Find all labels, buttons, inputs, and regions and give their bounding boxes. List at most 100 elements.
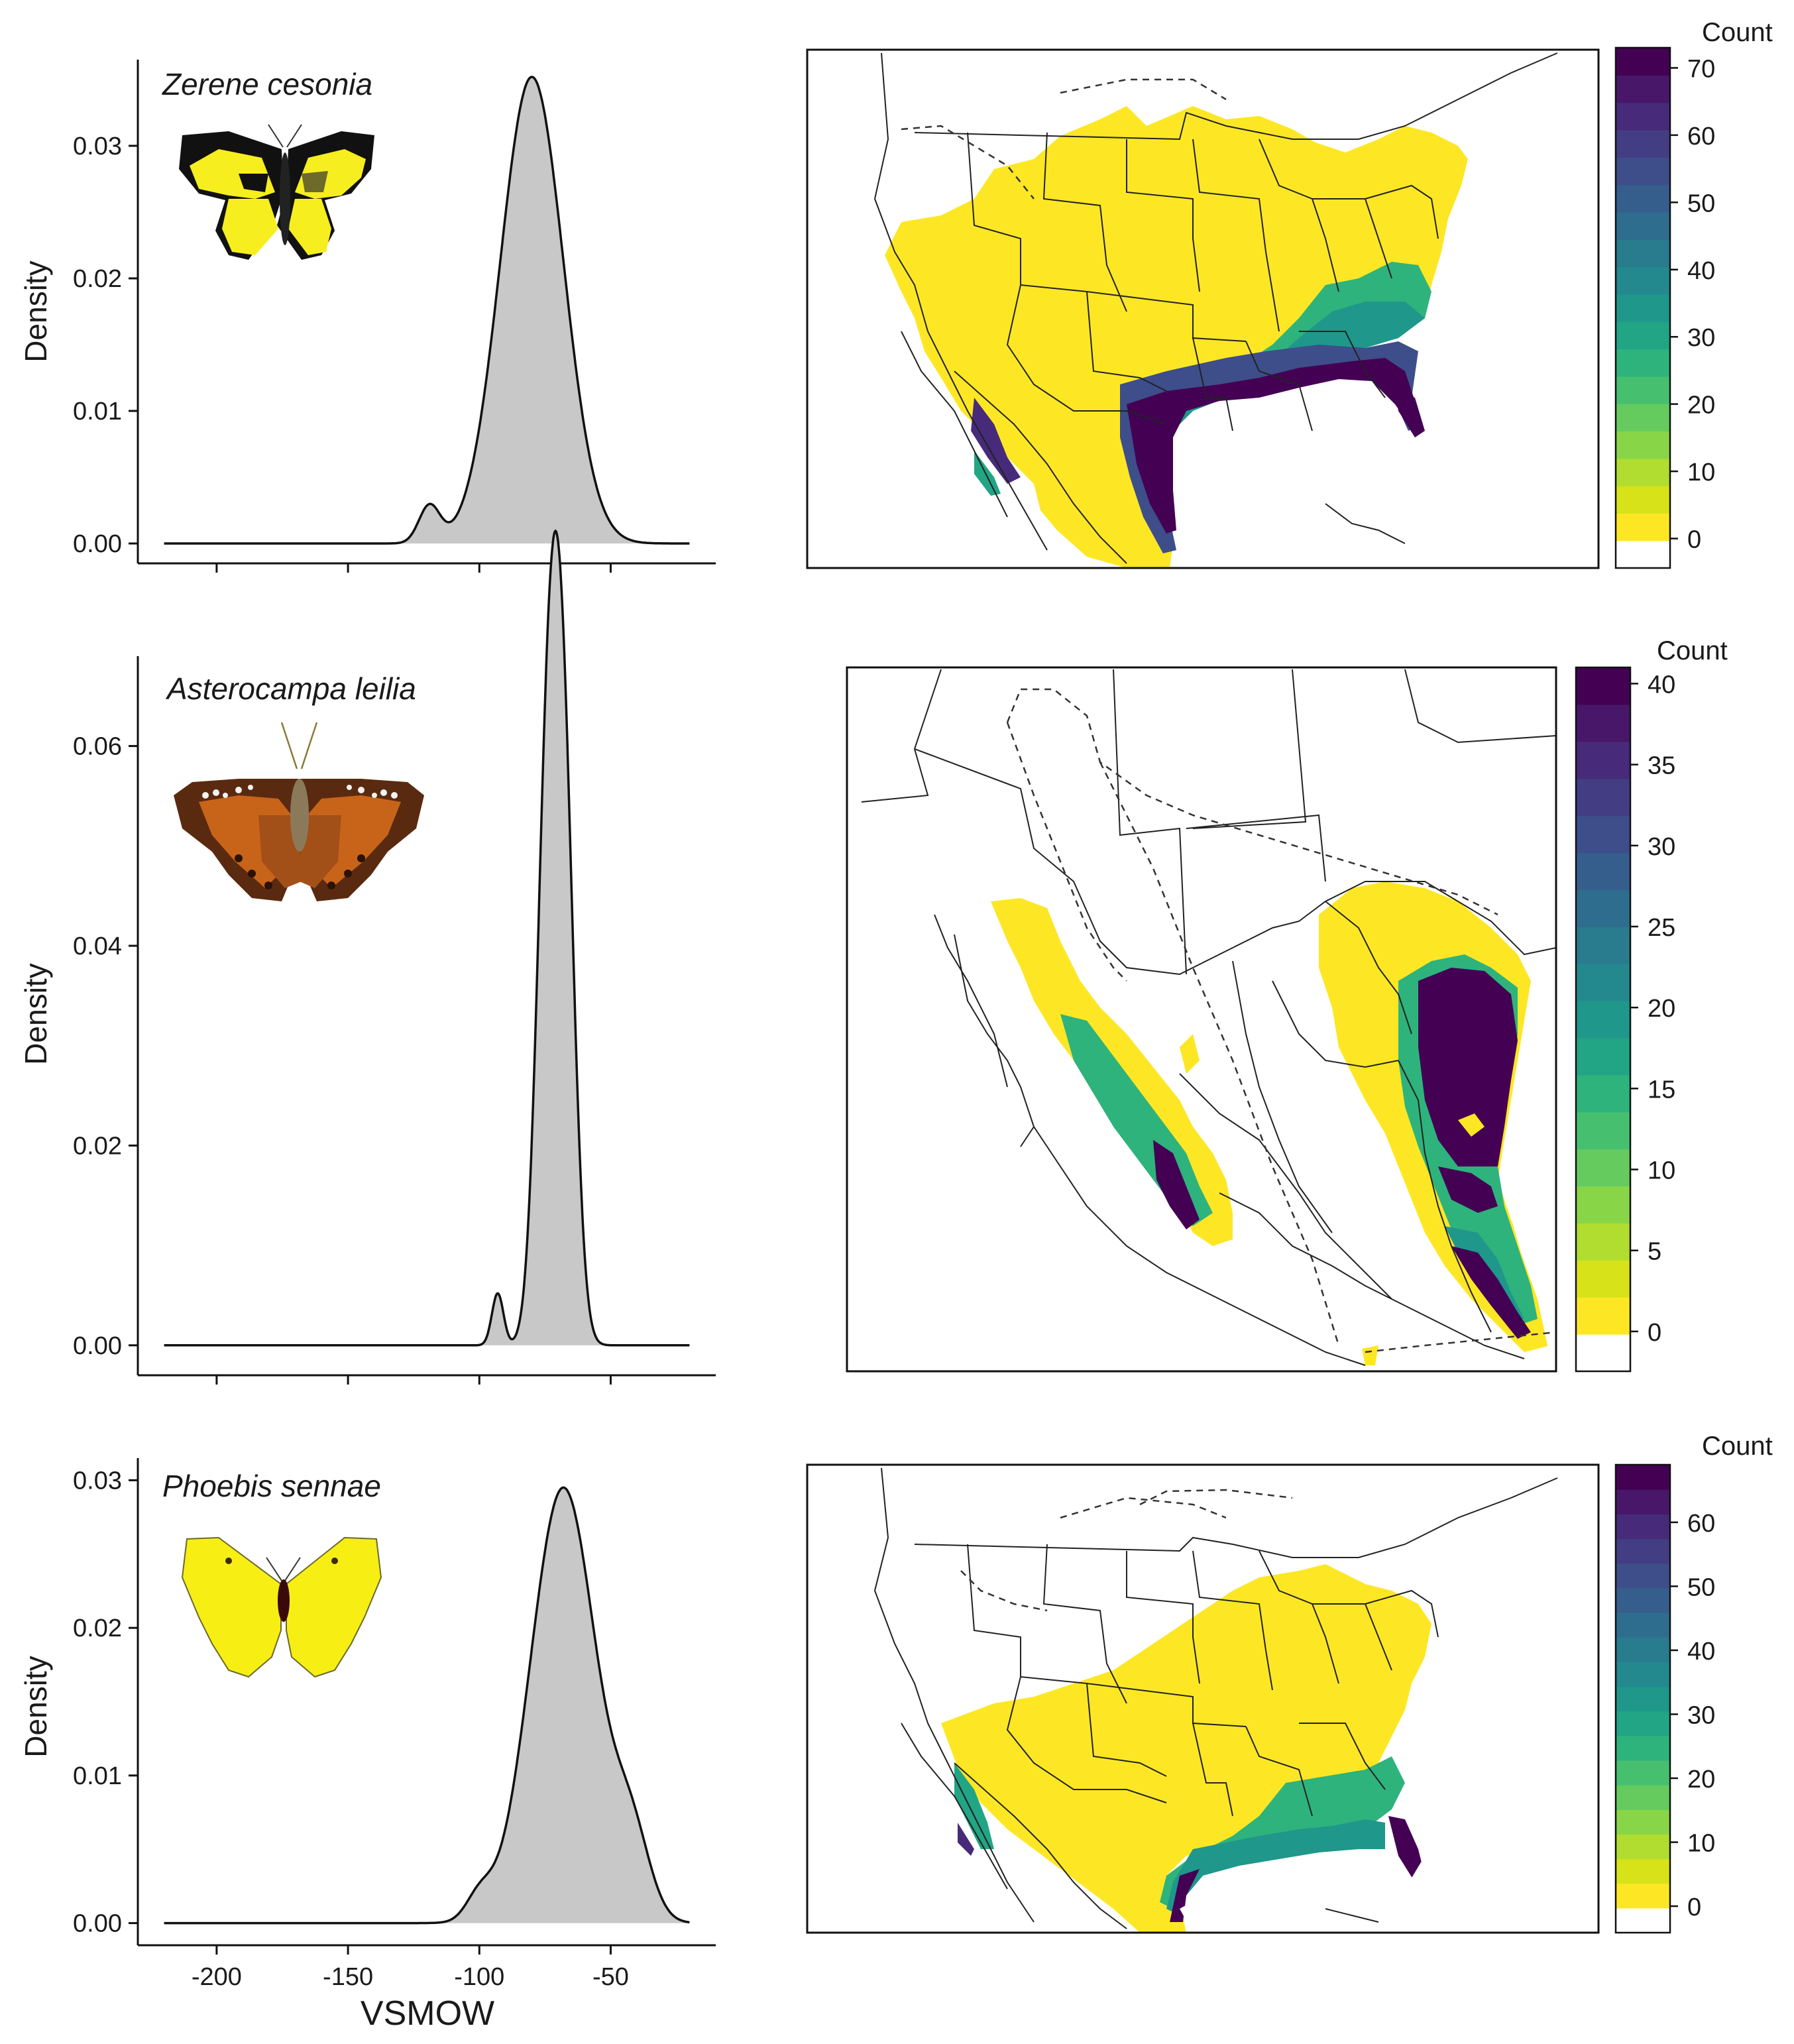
colorbar-swatch [1616, 1538, 1670, 1564]
colorbar-swatch [1576, 927, 1630, 964]
species-label: Zerene cesonia [162, 67, 372, 101]
colorbar-tick-label: 30 [1687, 324, 1715, 352]
colorbar-swatch [1616, 1907, 1670, 1933]
colorbar-tick-label: 25 [1648, 914, 1675, 942]
y-tick-label: 0.02 [73, 265, 122, 293]
y-tick-label: 0.02 [73, 1132, 122, 1160]
colorbar-swatch [1616, 1465, 1670, 1490]
colorbar-swatch [1576, 1260, 1630, 1298]
colorbar-swatch [1616, 1489, 1670, 1514]
colorbar-swatch [1576, 1186, 1630, 1224]
colorbar-swatch [1616, 404, 1670, 432]
panel-phoebis-sennae: 0.00 0.01 0.02 0.03 -200 -150 -100 -50 Density… [19, 1432, 1773, 2033]
colorbar-title: Count [1702, 18, 1773, 47]
colorbar-tick-label: 0 [1687, 1894, 1701, 1921]
colorbar-tick-label: 50 [1687, 1573, 1715, 1601]
colorbar-swatch [1576, 964, 1630, 1001]
y-tick-label: 0.00 [73, 1332, 122, 1360]
colorbar-swatch [1576, 704, 1630, 742]
occurrence-map [861, 669, 1556, 1371]
colorbar-tick-label: 40 [1648, 671, 1675, 699]
colorbar-swatch [1576, 1001, 1630, 1039]
x-ticks: -200 -150 -100 -50 [192, 1945, 629, 1991]
panel-zerene-cesonia: 0.00 0.01 0.02 0.03 Density Zerene cesonia [19, 18, 1773, 573]
colorbar-swatch [1616, 1686, 1670, 1712]
colorbar-swatch [1616, 349, 1670, 377]
colorbar: 0 10 20 30 40 50 60 70 [1614, 46, 1715, 569]
x-tick-label: -100 [454, 1963, 504, 1991]
y-tick-label: 0.02 [73, 1615, 122, 1642]
colorbar: 0 10 20 30 40 50 60 [1614, 1463, 1715, 1934]
colorbar-swatch [1616, 376, 1670, 404]
density-plot-asterocampa: 0.00 0.02 0.04 0.06 Density Asterocampa lei… [19, 529, 716, 1385]
colorbar-swatch [1576, 741, 1630, 779]
colorbar-swatch [1616, 1563, 1670, 1589]
map-border [806, 1463, 1600, 1934]
y-tick-label: 0.06 [73, 733, 122, 761]
y-ticks: 0.00 0.01 0.02 0.03 [73, 133, 138, 558]
species-label: Phoebis sennae [162, 1469, 381, 1503]
colorbar-swatch [1576, 1074, 1630, 1113]
colorbar-swatch [1576, 1297, 1630, 1335]
colorbar-swatch [1616, 48, 1670, 76]
colorbar-swatch [1616, 1612, 1670, 1638]
colorbar-swatch [1576, 889, 1630, 927]
colorbar-swatch [1616, 294, 1670, 322]
y-tick-label: 0.04 [73, 933, 122, 960]
colorbar-frame [1614, 46, 1671, 569]
y-ticks: 0.00 0.01 0.02 0.03 [73, 1467, 138, 1938]
y-tick-label: 0.00 [73, 1910, 122, 1938]
map-phoebis: 0 10 20 30 40 50 60 Count [806, 1432, 1773, 1934]
occurrence-map [807, 50, 1598, 568]
y-tick-label: 0.00 [73, 530, 122, 558]
x-ticks [215, 1375, 612, 1385]
x-tick-label: -200 [192, 1963, 242, 1991]
colorbar-swatch [1616, 184, 1670, 213]
colorbar-swatch [1616, 486, 1670, 514]
colorbar-swatch [1576, 667, 1630, 705]
colorbar-tick-label: 10 [1687, 1830, 1715, 1858]
colorbar-tick-label: 20 [1687, 392, 1715, 420]
y-tick-label: 0.03 [73, 133, 122, 160]
colorbar-tick-label: 50 [1687, 190, 1715, 217]
x-tick-label: -50 [592, 1963, 629, 1991]
density-curve [164, 1486, 690, 1925]
map-border [806, 48, 1600, 569]
colorbar-swatch [1616, 458, 1670, 486]
butterfly-illustration [179, 124, 374, 260]
x-tick-label: -150 [323, 1963, 373, 1991]
x-axis-title: VSMOW [361, 1994, 494, 2033]
colorbar-swatch [1616, 211, 1670, 240]
colorbar-title: Count [1702, 1432, 1773, 1461]
density-curve [164, 76, 690, 545]
y-axis-title: Density [19, 1656, 53, 1757]
colorbar-swatch [1616, 1711, 1670, 1736]
colorbar-swatch [1616, 1662, 1670, 1687]
colorbar-swatch [1616, 1735, 1670, 1761]
colorbar-tick-label: 30 [1687, 1701, 1715, 1729]
colorbar-swatch [1616, 1587, 1670, 1613]
butterfly-illustration [174, 722, 424, 901]
colorbar-tick-label: 60 [1687, 1510, 1715, 1538]
colorbar-swatch [1576, 815, 1630, 854]
density-area [164, 77, 690, 543]
colorbar-swatch [1576, 1223, 1630, 1261]
colorbar: 0 5 10 15 20 25 30 35 40 [1575, 666, 1675, 1373]
colorbar-swatch [1616, 431, 1670, 459]
y-tick-label: 0.03 [73, 1467, 122, 1495]
colorbar-swatch [1616, 75, 1670, 103]
colorbar-frame [1614, 1463, 1671, 1934]
y-ticks: 0.00 0.02 0.04 0.06 [73, 733, 138, 1360]
colorbar-title: Count [1657, 636, 1728, 665]
map-zerene: 0 10 20 30 40 50 60 70 Count [806, 18, 1773, 569]
occurrence-map [873, 1467, 1598, 1933]
colorbar-swatch [1616, 239, 1670, 268]
colorbar-tick-label: 20 [1648, 995, 1675, 1023]
colorbar-tick-label: 10 [1648, 1157, 1675, 1185]
y-tick-label: 0.01 [73, 1762, 122, 1790]
colorbar-tick-label: 20 [1687, 1766, 1715, 1793]
density-area [164, 1487, 690, 1923]
colorbar-swatch [1616, 540, 1670, 569]
colorbar-swatch [1616, 321, 1670, 350]
